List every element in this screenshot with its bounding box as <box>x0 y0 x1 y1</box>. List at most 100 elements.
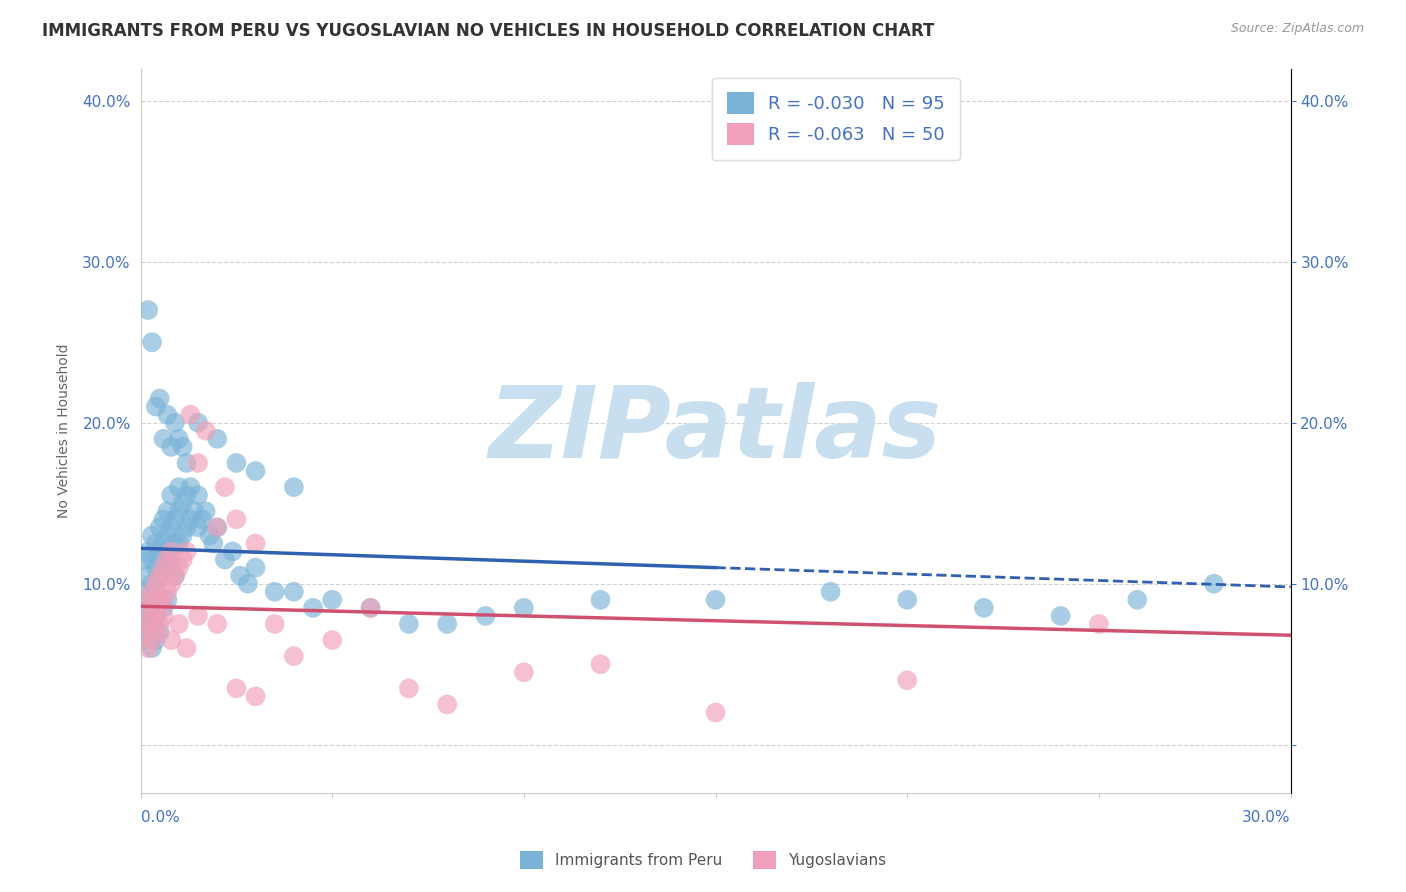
Point <box>1126 592 1149 607</box>
Point <box>321 633 343 648</box>
Point <box>896 592 918 607</box>
Point <box>704 706 727 720</box>
Point <box>141 641 163 656</box>
Point <box>134 625 156 640</box>
Point <box>156 552 179 566</box>
Point <box>263 617 285 632</box>
Point <box>145 600 167 615</box>
Point <box>187 520 209 534</box>
Legend: Immigrants from Peru, Yugoslavians: Immigrants from Peru, Yugoslavians <box>513 845 893 875</box>
Point <box>163 568 186 582</box>
Point <box>236 576 259 591</box>
Point <box>263 584 285 599</box>
Point <box>136 592 159 607</box>
Point <box>149 520 172 534</box>
Point <box>134 552 156 566</box>
Point <box>589 657 612 672</box>
Point <box>134 600 156 615</box>
Point <box>136 641 159 656</box>
Point <box>141 552 163 566</box>
Point <box>172 552 194 566</box>
Point <box>141 600 163 615</box>
Point <box>152 560 174 574</box>
Point <box>149 592 172 607</box>
Point <box>149 625 172 640</box>
Point <box>160 633 183 648</box>
Point <box>145 560 167 574</box>
Point <box>820 584 842 599</box>
Point <box>145 576 167 591</box>
Point <box>398 681 420 696</box>
Point <box>136 625 159 640</box>
Point <box>187 608 209 623</box>
Point <box>225 512 247 526</box>
Point <box>360 600 382 615</box>
Point <box>283 584 305 599</box>
Point <box>176 488 198 502</box>
Point <box>221 544 243 558</box>
Point <box>149 392 172 406</box>
Point <box>167 560 190 574</box>
Point <box>136 617 159 632</box>
Point <box>141 633 163 648</box>
Point <box>160 552 183 566</box>
Point <box>152 560 174 574</box>
Point <box>141 576 163 591</box>
Point <box>321 592 343 607</box>
Point <box>149 617 172 632</box>
Point <box>183 504 205 518</box>
Point <box>176 520 198 534</box>
Text: IMMIGRANTS FROM PERU VS YUGOSLAVIAN NO VEHICLES IN HOUSEHOLD CORRELATION CHART: IMMIGRANTS FROM PERU VS YUGOSLAVIAN NO V… <box>42 22 935 40</box>
Point <box>149 592 172 607</box>
Point <box>187 416 209 430</box>
Point <box>156 584 179 599</box>
Point <box>149 568 172 582</box>
Point <box>145 536 167 550</box>
Point <box>194 504 217 518</box>
Point <box>152 512 174 526</box>
Point <box>1202 576 1225 591</box>
Point <box>141 584 163 599</box>
Point <box>973 600 995 615</box>
Point <box>283 649 305 664</box>
Point <box>205 432 228 446</box>
Text: 0.0%: 0.0% <box>141 810 179 825</box>
Point <box>141 608 163 623</box>
Point <box>245 464 267 478</box>
Point <box>136 544 159 558</box>
Text: ZIPatlas: ZIPatlas <box>489 383 942 479</box>
Point <box>167 536 190 550</box>
Point <box>145 584 167 599</box>
Point <box>179 480 201 494</box>
Point <box>141 528 163 542</box>
Point <box>179 408 201 422</box>
Point <box>245 536 267 550</box>
Point <box>163 536 186 550</box>
Point <box>360 600 382 615</box>
Point <box>205 520 228 534</box>
Point <box>176 544 198 558</box>
Point <box>167 504 190 518</box>
Point <box>589 592 612 607</box>
Point <box>152 432 174 446</box>
Point <box>134 584 156 599</box>
Point <box>172 528 194 542</box>
Point <box>156 592 179 607</box>
Point <box>163 568 186 582</box>
Point <box>436 617 458 632</box>
Point <box>145 400 167 414</box>
Point <box>136 608 159 623</box>
Point <box>245 690 267 704</box>
Point <box>152 600 174 615</box>
Point <box>149 544 172 558</box>
Point <box>145 625 167 640</box>
Point <box>160 520 183 534</box>
Point <box>156 504 179 518</box>
Point <box>205 617 228 632</box>
Point <box>179 512 201 526</box>
Point <box>194 424 217 438</box>
Point <box>245 560 267 574</box>
Point <box>152 536 174 550</box>
Point <box>152 608 174 623</box>
Point <box>134 600 156 615</box>
